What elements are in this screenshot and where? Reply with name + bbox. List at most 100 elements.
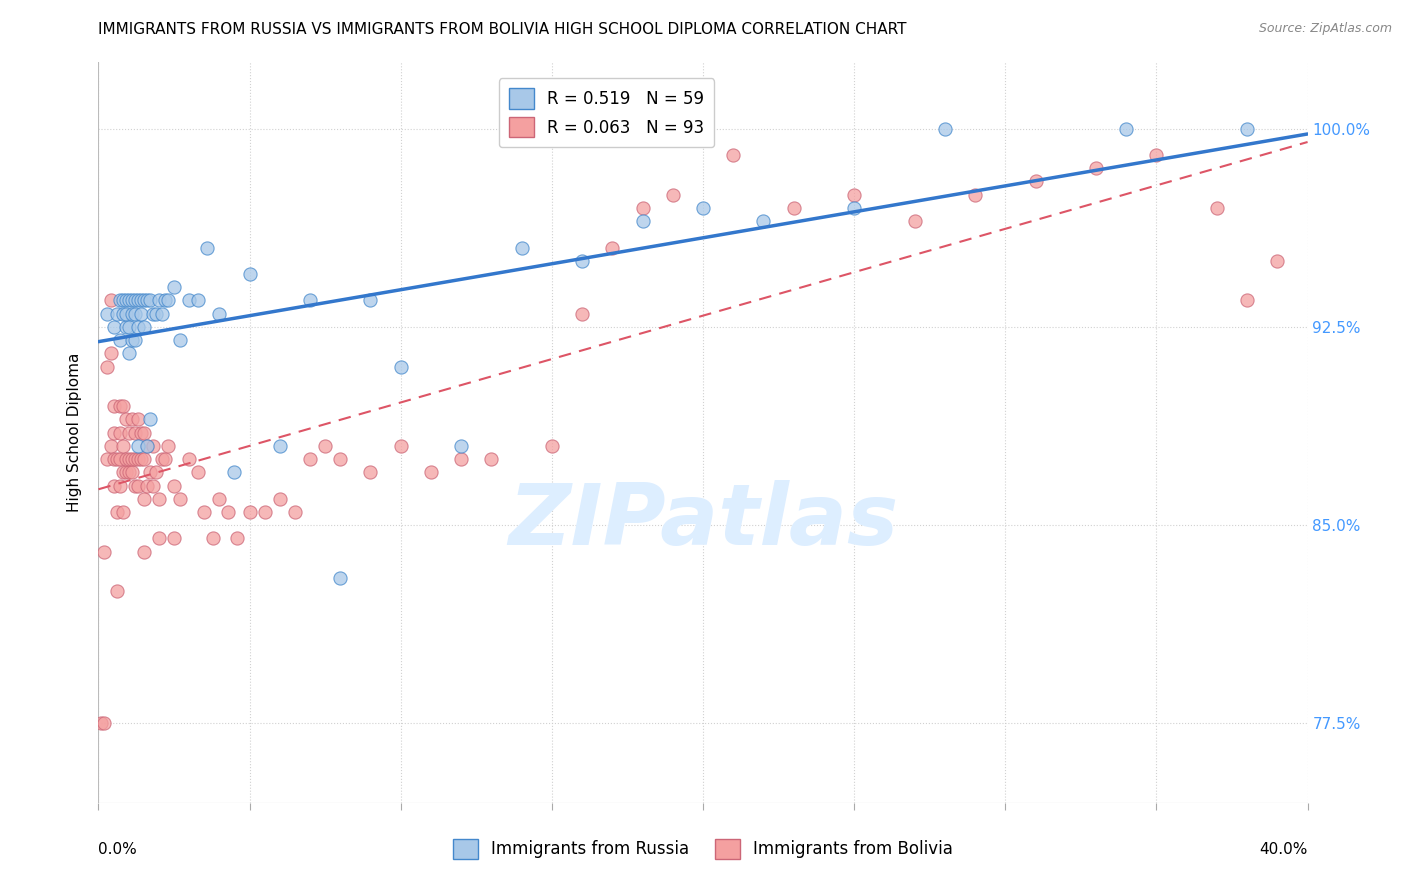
Point — [121, 465, 143, 479]
Point — [253, 505, 276, 519]
Point — [239, 505, 262, 519]
Point — [1115, 121, 1137, 136]
Point — [108, 293, 131, 308]
Point — [114, 452, 136, 467]
Point — [129, 293, 152, 308]
Point — [96, 359, 118, 374]
Point — [124, 452, 146, 467]
Point — [127, 439, 149, 453]
Point — [121, 307, 143, 321]
Point — [108, 399, 131, 413]
Point — [111, 307, 134, 321]
Point — [193, 505, 215, 519]
Point — [132, 452, 155, 467]
Point — [481, 452, 503, 467]
Point — [129, 307, 152, 321]
Point — [208, 491, 231, 506]
Point — [844, 201, 866, 215]
Point — [1024, 174, 1046, 188]
Point — [135, 478, 157, 492]
Point — [103, 452, 125, 467]
Point — [389, 439, 412, 453]
Point — [239, 267, 262, 281]
Point — [103, 399, 125, 413]
Point — [105, 584, 128, 599]
Point — [179, 293, 201, 308]
Point — [111, 399, 134, 413]
Point — [118, 425, 141, 440]
Point — [752, 214, 775, 228]
Point — [135, 439, 157, 453]
Point — [103, 478, 125, 492]
Point — [571, 307, 593, 321]
Point — [1236, 121, 1258, 136]
Point — [124, 307, 146, 321]
Point — [314, 439, 336, 453]
Point — [111, 293, 134, 308]
Point — [540, 439, 562, 453]
Point — [132, 319, 155, 334]
Point — [118, 293, 141, 308]
Point — [127, 478, 149, 492]
Point — [226, 532, 249, 546]
Point — [114, 319, 136, 334]
Point — [269, 439, 291, 453]
Point — [450, 452, 472, 467]
Point — [202, 532, 225, 546]
Text: 0.0%: 0.0% — [98, 842, 138, 856]
Point — [450, 439, 472, 453]
Point — [118, 346, 141, 360]
Point — [360, 293, 382, 308]
Point — [103, 425, 125, 440]
Point — [139, 293, 162, 308]
Point — [148, 532, 170, 546]
Point — [934, 121, 956, 136]
Point — [1236, 293, 1258, 308]
Point — [150, 452, 173, 467]
Point — [163, 532, 186, 546]
Point — [1267, 253, 1289, 268]
Point — [96, 452, 118, 467]
Text: 40.0%: 40.0% — [1260, 842, 1308, 856]
Point — [127, 293, 149, 308]
Point — [299, 452, 322, 467]
Point — [139, 412, 162, 426]
Point — [103, 319, 125, 334]
Point — [571, 253, 593, 268]
Point — [114, 412, 136, 426]
Point — [329, 571, 352, 585]
Point — [124, 478, 146, 492]
Point — [118, 319, 141, 334]
Point — [105, 452, 128, 467]
Point — [195, 240, 218, 255]
Point — [299, 293, 322, 308]
Point — [1085, 161, 1108, 176]
Point — [105, 505, 128, 519]
Point — [602, 240, 624, 255]
Point — [135, 293, 157, 308]
Point — [163, 280, 186, 294]
Point — [148, 491, 170, 506]
Text: Source: ZipAtlas.com: Source: ZipAtlas.com — [1258, 22, 1392, 36]
Text: ZIPatlas: ZIPatlas — [508, 480, 898, 563]
Point — [631, 214, 654, 228]
Point — [108, 452, 131, 467]
Point — [179, 452, 201, 467]
Point — [187, 465, 209, 479]
Point — [111, 465, 134, 479]
Point — [108, 333, 131, 347]
Point — [723, 148, 745, 162]
Point — [844, 187, 866, 202]
Point — [114, 465, 136, 479]
Point — [127, 412, 149, 426]
Point — [118, 452, 141, 467]
Point — [132, 293, 155, 308]
Point — [145, 465, 167, 479]
Point — [153, 452, 176, 467]
Point — [114, 307, 136, 321]
Point — [105, 307, 128, 321]
Point — [124, 425, 146, 440]
Point — [132, 425, 155, 440]
Point — [329, 452, 352, 467]
Point — [169, 491, 191, 506]
